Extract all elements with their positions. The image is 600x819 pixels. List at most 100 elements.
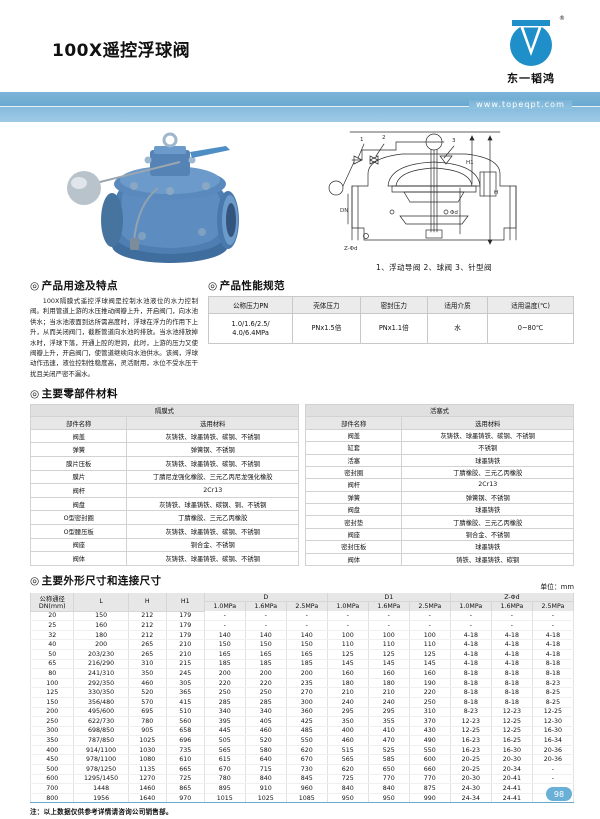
materials-left-group: 隔膜式 (30, 403, 299, 418)
dim-cell: 780 (127, 716, 167, 727)
dim-cell: 845 (285, 774, 328, 785)
dim-cell: 840 (244, 774, 287, 785)
materials-left-col-name: 部件名称 (29, 416, 128, 430)
product-photo (30, 128, 298, 274)
dim-cell: 735 (165, 745, 205, 756)
dim-cell: 485 (285, 726, 328, 737)
part-material-cell: 铜合金、不锈钢 (401, 527, 574, 542)
part-material-cell: 球墨铸铁 (401, 453, 574, 467)
figure-caption: 1、浮动导阀 2、球阀 3、针型阀 (376, 263, 492, 272)
dim-cell: 1640 (127, 793, 167, 803)
dim-cell: 510 (165, 707, 205, 718)
specs-table: 公称压力PN 壳体压力 密封压力 适用介质 适用温度(℃) 1.0/1.6/2.… (207, 296, 574, 344)
table-row: 25 160 212 179- - - - - - - - - (29, 620, 575, 631)
dim-cell: 1135 (127, 764, 167, 775)
description-section: 产品用途及特点 100X隔膜式遥控浮球阀是控制水池液位的水力控制阀。利用管道上游… (30, 278, 198, 379)
dim-cell: 978/1100 (73, 754, 129, 766)
dim-cell: 12-23 (449, 716, 492, 727)
specs-section: 产品性能规范 公称压力PN 壳体压力 密封压力 适用介质 适用温度(℃) 1.0… (207, 278, 574, 379)
dim-subcol-1-0mpa: 1.0MPa (326, 601, 369, 612)
dim-cell: 16-30 (531, 726, 575, 737)
dim-cell: 460 (326, 735, 369, 746)
dim-cell: 12-30 (531, 716, 575, 727)
dim-cell: 670 (285, 754, 328, 766)
table-row: 活塞 球墨铸铁 (304, 453, 574, 467)
dim-cell-dn: 700 (29, 783, 75, 794)
dim-cell: 425 (285, 716, 328, 727)
table-row: 膜片压板 灰铸铁、球墨铸铁、碳钢、不锈钢 (29, 455, 299, 471)
dim-cell: 350 (127, 668, 167, 679)
dim-cell: 295 (367, 707, 410, 718)
table-row: O型密封圈 丁腈橡胶、三元乙丙橡胶 (29, 510, 299, 526)
dim-cell: 565 (203, 745, 246, 756)
dim-cell: 1448 (73, 783, 129, 794)
dim-cell: 365 (165, 687, 205, 698)
dimensions-body: 20 150 212 179- - - - - - - - -25 160 212 179- - - - - - - - -… (29, 611, 575, 803)
dim-cell: 24-30 (449, 783, 492, 794)
dim-cell: 780 (203, 774, 246, 785)
dim-cell: 950 (326, 793, 369, 803)
dim-col-l: L (73, 592, 129, 612)
dim-cell: 140 (285, 630, 328, 641)
dim-cell: - (490, 611, 533, 622)
dim-cell: 220 (408, 687, 451, 698)
dim-cell: - (408, 611, 451, 622)
table-row: 150 356/480 570 415 285 285 300 240 240 250 8-18 8-… (29, 697, 575, 708)
dim-cell-dn: 50 (29, 649, 75, 660)
page-header: 100X遥控浮球阀 ® 东一韬鸿 (0, 0, 600, 92)
part-name-cell: 阀座 (29, 537, 128, 553)
table-row: 400 914/1100 1030 735 565 580 620 515 525 550 16-2… (29, 745, 575, 756)
dim-cell: 4-18 (449, 659, 492, 670)
dim-cell: 1025 (244, 793, 287, 803)
dim-cell: 12-23 (490, 707, 533, 718)
dim-cell: 460 (244, 726, 287, 737)
table-row: 缸套 不锈钢 (304, 441, 574, 455)
drawing-label-phid: Φd (450, 210, 458, 216)
part-name-cell: 密封垫 (304, 515, 403, 529)
specs-heading: 产品性能规范 (208, 278, 574, 293)
dim-cell: 203/230 (73, 649, 129, 660)
website-url: www.topeqpt.com (469, 100, 572, 109)
dim-cell: 200 (203, 668, 246, 679)
materials-right-col-material: 选用材料 (401, 416, 574, 430)
dim-cell: 620 (326, 764, 369, 775)
dim-cell: 4-18 (490, 630, 533, 641)
part-name-cell: 弹簧 (304, 490, 403, 505)
dim-cell: 580 (244, 745, 287, 756)
dim-cell-dn: 150 (29, 697, 75, 708)
dim-cell: 565 (326, 754, 369, 766)
table-row: 65 216/290 310 215 185 185 185 145 145 145 4-18 4-1… (29, 659, 575, 670)
dim-cell: 16-25 (490, 735, 533, 746)
dim-cell: 180 (73, 630, 129, 641)
dim-cell: 600 (408, 754, 451, 766)
table-row: 阀杆 2Cr13 (304, 478, 574, 492)
dim-cell-dn: 65 (29, 659, 75, 670)
dim-cell: 215 (165, 659, 205, 670)
drawing-label-2: 2 (382, 135, 386, 141)
table-row: 密封圈 丁腈橡胶、三元乙丙橡胶 (304, 465, 574, 480)
dim-cell: 330/350 (73, 687, 129, 698)
dim-cell: 360 (285, 707, 328, 718)
dim-cell: 295 (326, 707, 369, 718)
drawing-label-dn: DN (340, 208, 348, 214)
dim-cell: 285 (244, 697, 287, 708)
table-row: 125 330/350 520 365 250 250 270 210 210 220 8-18 8-… (29, 687, 575, 698)
dim-cell: 840 (326, 783, 369, 794)
dim-cell: 400 (326, 726, 369, 737)
dim-cell-dn: 300 (29, 726, 75, 737)
dim-cell: 125 (408, 649, 451, 660)
dim-cell: 20-36 (531, 754, 575, 766)
dim-cell: 150 (285, 639, 328, 650)
part-name-cell: 阀盘 (29, 496, 128, 512)
dim-cell: 490 (408, 735, 451, 746)
dim-cell: 160 (367, 668, 410, 679)
part-material-cell: 丁腈橡胶、三元乙丙橡胶 (401, 515, 574, 529)
dim-cell: - (531, 764, 575, 775)
dim-cell: 622/730 (73, 716, 129, 727)
dim-subcol-1-6mpa: 1.6MPa (490, 601, 533, 612)
dim-cell: 787/850 (73, 735, 129, 746)
dim-cell: - (367, 620, 410, 631)
float-ball-valve-photo-icon (67, 132, 239, 263)
dim-cell: 665 (165, 764, 205, 775)
dim-cell: 4-18 (490, 639, 533, 650)
